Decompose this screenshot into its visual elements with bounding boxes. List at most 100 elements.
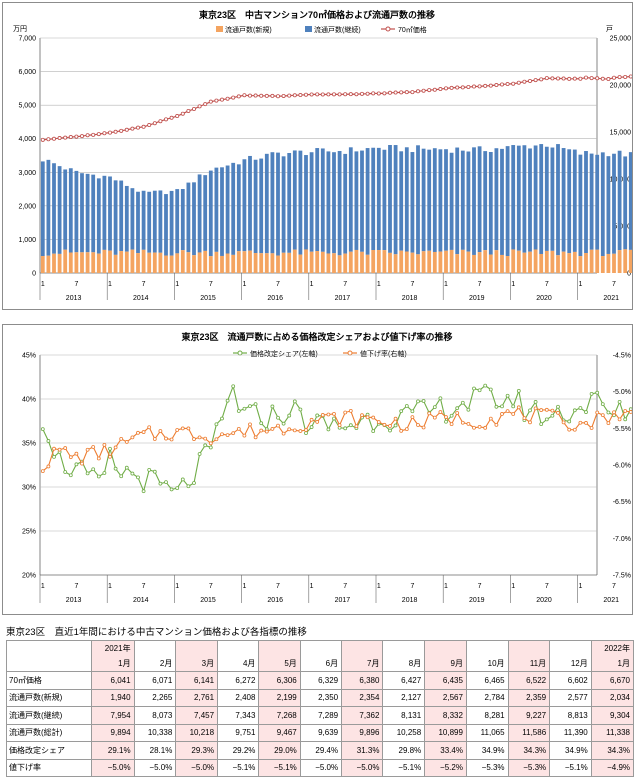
table-row: 値下げ率 −5.0% −5.0% −5.0% −5.1% −5.1% −5.0% −5.0% −… — [5, 758, 634, 777]
rate-point — [203, 436, 208, 441]
share-point — [606, 410, 611, 415]
bar-new — [528, 251, 532, 273]
bar-new — [197, 252, 202, 273]
table-cell: 31.3% — [341, 741, 384, 760]
share-point — [315, 413, 320, 418]
rate-point — [460, 420, 465, 425]
bar-continuing — [600, 152, 605, 257]
share-point — [40, 427, 45, 431]
row-label: 流通戸数(総計) — [5, 723, 93, 742]
header-year-cell: 2022年 — [590, 640, 634, 656]
table-cell: −5.1% — [217, 758, 260, 777]
table-header-year-row: 2021年 2022年 — [5, 640, 634, 656]
rate-point — [544, 407, 549, 412]
table-cell: 29.4% — [299, 741, 343, 760]
share-point — [298, 407, 303, 412]
rate-point — [606, 421, 611, 426]
rate-point — [528, 420, 532, 425]
rate-point — [309, 417, 314, 422]
bar-continuing — [522, 145, 527, 253]
share-point — [444, 419, 448, 424]
share-point — [600, 402, 605, 407]
bar-continuing — [612, 153, 616, 254]
price-point — [247, 93, 252, 98]
bar-continuing — [354, 151, 359, 250]
price-point — [359, 91, 364, 96]
price-point — [550, 76, 555, 81]
bar-continuing — [365, 148, 370, 255]
share-point — [309, 425, 314, 429]
year-label: 2017 — [335, 295, 351, 302]
table-cell: 6,041 — [91, 671, 135, 690]
month-tick-label: 7 — [276, 281, 280, 288]
bar-continuing — [113, 180, 118, 255]
table-cell: 34.9% — [465, 741, 509, 760]
left-tick-label: 6,000 — [18, 69, 36, 76]
bar-new — [124, 251, 129, 273]
share-point — [388, 428, 392, 433]
year-label: 2015 — [200, 597, 216, 604]
bar-continuing — [63, 169, 68, 250]
rate-point — [550, 408, 555, 413]
header-month-cell: 1月 — [590, 656, 634, 672]
header-year-cell — [175, 640, 219, 656]
bar-continuing — [511, 145, 516, 250]
left-tick-label: 35% — [22, 441, 36, 448]
share-point — [242, 406, 247, 411]
bar-continuing — [606, 156, 611, 254]
bar-new — [432, 251, 437, 273]
month-tick-label: 7 — [209, 583, 213, 590]
rate-point — [556, 410, 560, 415]
bar-new — [113, 254, 118, 273]
bar-new — [595, 249, 600, 273]
share-point — [516, 388, 521, 393]
price-point — [320, 92, 325, 97]
rate-point — [578, 420, 583, 425]
bar-continuing — [393, 145, 398, 255]
share-point — [46, 439, 51, 443]
price-point — [135, 125, 140, 130]
bar-new — [253, 253, 258, 273]
table-cell: 2,784 — [465, 688, 509, 707]
price-point — [259, 93, 264, 98]
left-tick-label: 20% — [22, 573, 36, 580]
bar-continuing — [80, 173, 84, 253]
table-header-month-row: 1月 2月 3月 4月 5月 6月 7月 8月 9月 10月 11月 12月 1月 — [5, 656, 634, 672]
table-cell: 8,073 — [133, 706, 177, 725]
table-cell: 34.3% — [507, 741, 551, 760]
price-point — [348, 92, 353, 97]
price-point — [578, 76, 583, 81]
price-point — [595, 76, 600, 81]
rate-point — [85, 447, 90, 452]
table-cell: 9,894 — [91, 723, 135, 742]
share-point — [214, 422, 219, 427]
price-point — [315, 92, 320, 97]
left-tick-label: 25% — [22, 529, 36, 536]
bar-continuing — [544, 146, 549, 251]
share-point — [584, 410, 588, 414]
rate-point — [264, 429, 269, 434]
rate-point — [57, 447, 62, 452]
rate-point — [214, 437, 219, 442]
header-year-cell — [382, 640, 426, 656]
bar-continuing — [231, 162, 236, 255]
header-month-cell: 5月 — [258, 656, 301, 672]
bar-new — [539, 253, 544, 273]
price-point — [63, 135, 68, 140]
header-month-cell: 7月 — [341, 656, 384, 672]
price-point — [169, 115, 174, 120]
bar-new — [281, 252, 286, 273]
rate-point — [108, 454, 112, 459]
bar-new — [388, 252, 392, 273]
price-point — [528, 78, 533, 83]
table-cell: −5.0% — [175, 758, 219, 777]
rate-point — [365, 415, 370, 420]
table-cell: 6,329 — [299, 671, 343, 690]
price-point — [225, 96, 230, 101]
table-row: 流通戸数(総計) 9,894 10,338 10,218 9,751 9,467 9,639… — [5, 723, 634, 742]
table-cell: −5.1% — [258, 758, 301, 777]
right-tick-label: 25,000 — [610, 36, 632, 43]
bar-new — [561, 251, 566, 273]
table-cell: 8,131 — [382, 706, 426, 725]
month-tick-label: 7 — [343, 281, 347, 288]
